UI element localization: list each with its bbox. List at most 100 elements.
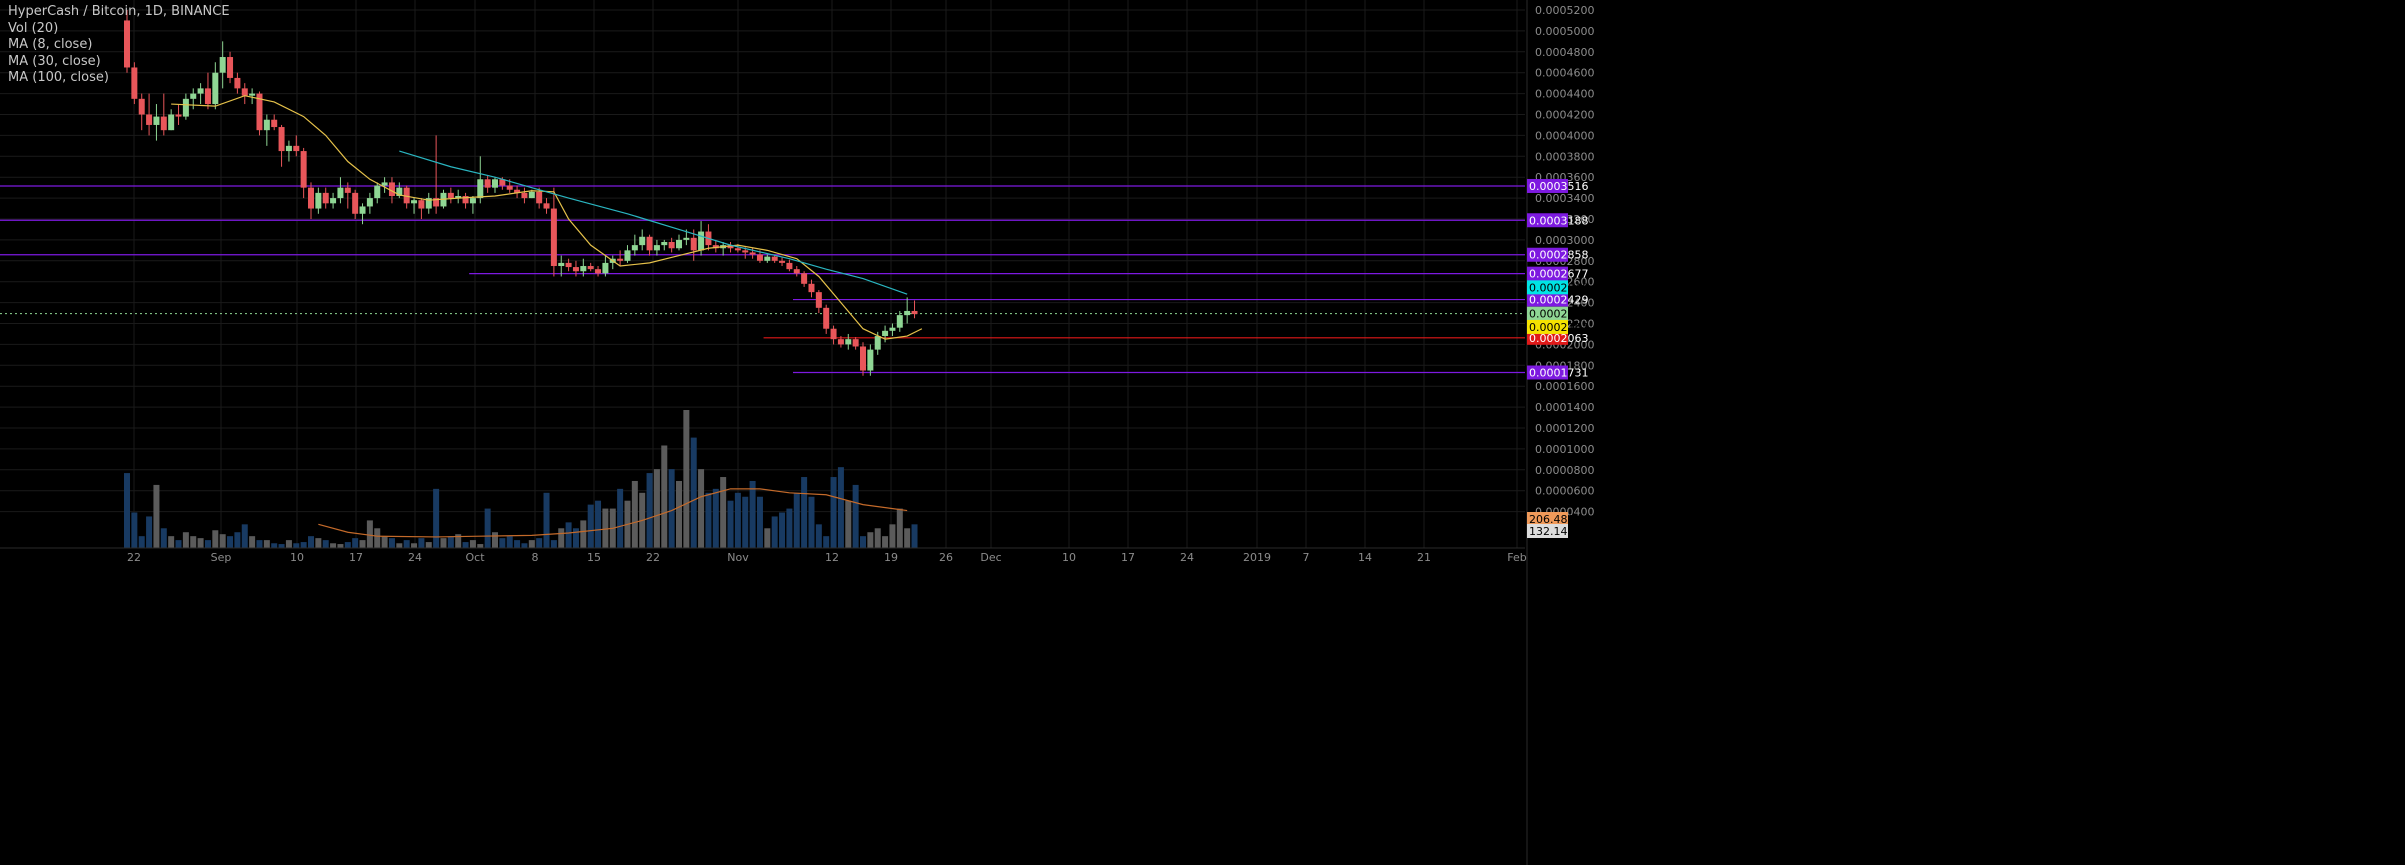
candle-body-24 <box>300 151 307 188</box>
price-tick-label-7: 0.0003800 <box>1535 150 1595 163</box>
volume-bar-14 <box>227 536 234 548</box>
volume-bar-17 <box>249 536 256 548</box>
candle-body-2 <box>138 98 145 115</box>
volume-bar-4 <box>153 484 160 548</box>
volume-bar-44 <box>447 536 454 548</box>
candle-body-46 <box>462 196 469 204</box>
candle-body-42 <box>433 198 440 207</box>
volume-indicator-label[interactable]: Vol (20) <box>8 20 59 36</box>
volume-bar-101 <box>867 532 874 548</box>
volume-bar-90 <box>786 508 793 548</box>
volume-ma-tag: 206.481K <box>1529 513 1582 526</box>
volume-bar-38 <box>403 540 410 548</box>
volume-bar-9 <box>190 536 197 548</box>
candle-body-23 <box>293 145 300 152</box>
volume-bar-30 <box>344 542 351 548</box>
volume-bar-104 <box>889 524 896 548</box>
volume-bar-105 <box>896 508 903 548</box>
volume-bar-86 <box>756 496 763 548</box>
volume-bar-75 <box>676 480 682 548</box>
volume-bar-13 <box>219 534 226 548</box>
candle-body-16 <box>241 88 248 96</box>
candle-body-55 <box>528 191 535 199</box>
candle-body-72 <box>653 245 660 251</box>
volume-bar-22 <box>285 540 292 548</box>
volume-bar-92 <box>801 477 808 548</box>
candle-body-74 <box>668 241 675 249</box>
candle-body-84 <box>742 250 749 253</box>
candle-body-27 <box>322 192 329 204</box>
volume-bar-28 <box>330 543 337 548</box>
volume-bar-43 <box>440 538 447 548</box>
candle-body-101 <box>867 349 874 371</box>
volume-bar-102 <box>874 528 881 548</box>
ma8-line <box>171 95 923 340</box>
volume-bar-84 <box>742 496 749 548</box>
candle-body-50 <box>492 179 498 188</box>
volume-bar-20 <box>271 543 278 548</box>
volume-bar-58 <box>550 540 557 548</box>
time-tick-label-14: 10 <box>1062 551 1076 564</box>
candle-body-88 <box>771 256 778 261</box>
time-tick-label-17: 2019 <box>1243 551 1271 564</box>
ma8-indicator-label[interactable]: MA (8, close) <box>8 37 93 52</box>
candle-body-13 <box>219 57 226 73</box>
volume-bar-60 <box>565 522 572 548</box>
candle-body-14 <box>227 57 234 78</box>
volume-bar-71 <box>646 473 653 548</box>
volume-bar-10 <box>197 538 204 548</box>
candle-body-102 <box>874 336 881 350</box>
candle-body-67 <box>617 258 624 261</box>
volume-ma-line <box>318 488 908 538</box>
candle-body-40 <box>418 200 425 209</box>
level-price-tag-1: 0.0003188 <box>1529 214 1589 227</box>
time-tick-label-12: 26 <box>939 551 953 564</box>
volume-bar-33 <box>366 520 373 548</box>
level-price-tag-4: 0.0002429 <box>1529 294 1589 307</box>
candle-body-87 <box>764 256 771 261</box>
volume-bar-54 <box>521 543 528 548</box>
candle-body-78 <box>698 231 705 251</box>
candle-body-37 <box>396 187 403 197</box>
candle-body-34 <box>374 185 381 199</box>
volume-bars <box>124 410 918 548</box>
volume-bar-31 <box>352 538 359 548</box>
candle-body-92 <box>801 273 808 284</box>
candle-body-4 <box>153 116 160 125</box>
candle-body-62 <box>580 266 587 272</box>
level-price-tag-3: 0.0002677 <box>1529 268 1589 281</box>
candle-body-82 <box>727 245 734 249</box>
volume-bar-49 <box>484 508 491 548</box>
volume-value-tag-bg <box>1527 524 1568 538</box>
price-axis[interactable]: 0.0005200 0.0005000 0.0004800 0.0004600 0.00… <box>1526 0 1595 865</box>
candle-body-39 <box>411 200 418 204</box>
volume-bar-106 <box>904 528 911 548</box>
volume-bar-23 <box>293 543 300 548</box>
volume-bar-8 <box>182 532 189 548</box>
level-price-tag-3-bg <box>1527 266 1568 281</box>
time-tick-label-5: Oct <box>465 551 485 564</box>
candle-body-60 <box>565 262 572 268</box>
candle-body-30 <box>344 187 351 193</box>
volume-bar-93 <box>808 496 815 548</box>
price-tag-0-bg <box>1527 280 1568 295</box>
candle-body-52 <box>506 185 513 190</box>
symbol-title[interactable]: HyperCash / Bitcoin, 1D, BINANCE <box>8 4 230 19</box>
volume-bar-5 <box>160 528 167 548</box>
volume-bar-40 <box>418 538 425 548</box>
ma100-indicator-label[interactable]: MA (100, close) <box>8 70 109 85</box>
price-tag-1-bg <box>1527 306 1568 321</box>
time-tick-label-4: 24 <box>408 551 422 564</box>
candle-body-89 <box>779 260 786 263</box>
ma30-indicator-label[interactable]: MA (30, close) <box>8 53 101 69</box>
candle-body-105 <box>896 315 903 328</box>
volume-bar-0 <box>124 473 130 548</box>
volume-value-tag: 132.149K <box>1529 525 1582 538</box>
volume-bar-53 <box>514 540 521 548</box>
moving-averages <box>171 95 923 340</box>
candle-body-57 <box>543 203 550 209</box>
time-axis[interactable]: 22 Sep 10 17 24 Oct 8 15 22 Nov 12 19 26 Dec 10 17 24 201… <box>0 547 1527 564</box>
candle-body-56 <box>536 191 543 204</box>
time-tick-label-7: 15 <box>587 551 601 564</box>
